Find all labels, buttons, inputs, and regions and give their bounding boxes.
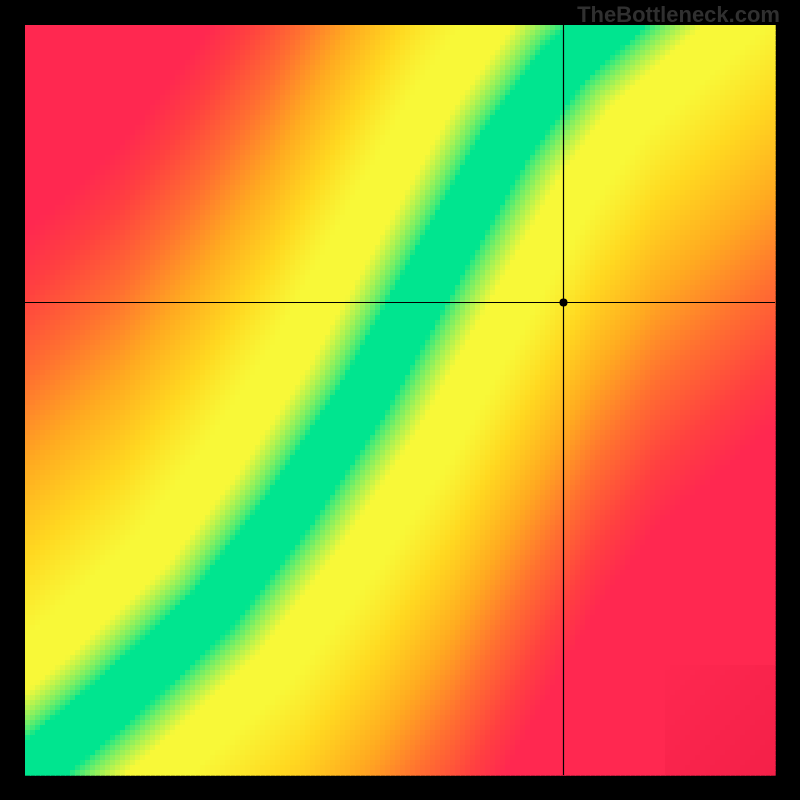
chart-container: TheBottleneck.com bbox=[0, 0, 800, 800]
bottleneck-heatmap-chart bbox=[0, 0, 800, 800]
watermark: TheBottleneck.com bbox=[577, 2, 780, 28]
